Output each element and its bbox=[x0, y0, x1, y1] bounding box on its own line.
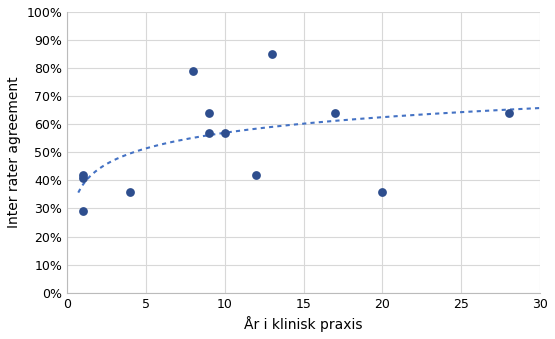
X-axis label: År i klinisk praxis: År i klinisk praxis bbox=[244, 316, 363, 332]
Y-axis label: Inter rater agreement: Inter rater agreement bbox=[7, 77, 21, 228]
Point bbox=[220, 130, 229, 135]
Point bbox=[189, 68, 198, 74]
Point bbox=[79, 175, 88, 180]
Point bbox=[331, 110, 340, 116]
Point bbox=[79, 172, 88, 178]
Point bbox=[126, 189, 135, 194]
Point bbox=[378, 189, 387, 194]
Point bbox=[252, 172, 261, 178]
Point bbox=[205, 110, 214, 116]
Point bbox=[205, 130, 214, 135]
Point bbox=[79, 208, 88, 214]
Point bbox=[268, 51, 276, 57]
Point bbox=[504, 110, 513, 116]
